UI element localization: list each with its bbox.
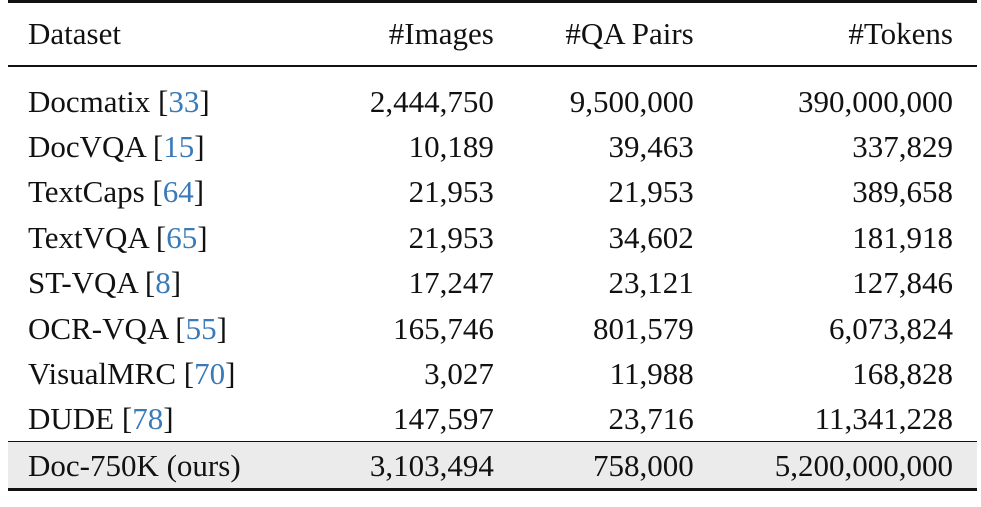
- images-cell: 21,953: [408, 219, 494, 255]
- citation-link[interactable]: 64: [162, 174, 194, 210]
- qa-pairs-cell: 9,500,000: [569, 83, 694, 119]
- images-cell: 10,189: [408, 129, 494, 165]
- table-row: ST-VQA [8] 17,247 23,121 127,846: [8, 260, 977, 305]
- images-cell: 165,746: [393, 310, 494, 346]
- qa-pairs-cell: 34,602: [608, 219, 694, 255]
- dataset-name: DocVQA: [28, 129, 146, 165]
- qa-pairs-cell: 23,716: [608, 401, 694, 437]
- header-tokens: #Tokens: [848, 16, 953, 52]
- citation-link[interactable]: 78: [132, 401, 164, 437]
- header-rule: [8, 65, 977, 79]
- images-cell: 3,027: [424, 356, 494, 392]
- dataset-name-cell: VisualMRC [70]: [28, 356, 236, 392]
- dataset-name-cell: DUDE [78]: [28, 401, 174, 437]
- table-row: DocVQA [15] 10,189 39,463 337,829: [8, 124, 977, 169]
- header-images: #Images: [388, 16, 494, 52]
- table-row: TextVQA [65] 21,953 34,602 181,918: [8, 215, 977, 260]
- citation-link[interactable]: 8: [155, 265, 171, 301]
- citation-link[interactable]: 33: [168, 83, 200, 119]
- header-qa-pairs: #QA Pairs: [565, 16, 694, 52]
- qa-pairs-cell: 11,988: [609, 356, 694, 392]
- citation-link[interactable]: 15: [163, 129, 195, 165]
- qa-pairs-cell: 21,953: [608, 174, 694, 210]
- tokens-cell: 11,341,228: [814, 401, 953, 437]
- dataset-comparison-table: Dataset #Images #QA Pairs #Tokens Docmat…: [8, 0, 977, 491]
- dataset-name-cell: ST-VQA [8]: [28, 265, 182, 301]
- citation-link[interactable]: 70: [194, 356, 226, 392]
- dataset-name-cell: Doc-750K (ours): [8, 441, 295, 490]
- table-row: OCR-VQA [55] 165,746 801,579 6,073,824: [8, 305, 977, 350]
- dataset-name-cell: DocVQA [15]: [28, 129, 205, 165]
- table-row: VisualMRC [70] 3,027 11,988 168,828: [8, 351, 977, 396]
- citation-link[interactable]: 65: [166, 219, 198, 255]
- images-cell: 21,953: [408, 174, 494, 210]
- table-row: TextCaps [64] 21,953 21,953 389,658: [8, 169, 977, 214]
- qa-pairs-cell: 39,463: [608, 129, 694, 165]
- dataset-name: Docmatix: [28, 83, 151, 119]
- qa-pairs-cell: 758,000: [493, 441, 694, 490]
- dataset-name: VisualMRC: [28, 356, 176, 392]
- dataset-name-cell: Docmatix [33]: [28, 83, 210, 119]
- header-dataset: Dataset: [28, 16, 121, 52]
- citation-link[interactable]: 55: [185, 310, 217, 346]
- table-row: DUDE [78] 147,597 23,716 11,341,228: [8, 396, 977, 441]
- images-cell: 147,597: [393, 401, 494, 437]
- dataset-name: TextCaps: [28, 174, 145, 210]
- dataset-name: TextVQA: [28, 219, 149, 255]
- tokens-cell: 389,658: [852, 174, 953, 210]
- dataset-comparison-table-wrapper: Dataset #Images #QA Pairs #Tokens Docmat…: [8, 0, 977, 491]
- images-cell: 2,444,750: [369, 83, 494, 119]
- table-row-ours: Doc-750K (ours) 3,103,494 758,000 5,200,…: [8, 441, 977, 490]
- qa-pairs-cell: 801,579: [592, 310, 694, 346]
- dataset-name-cell: TextCaps [64]: [28, 174, 205, 210]
- table-header: Dataset #Images #QA Pairs #Tokens: [8, 1, 977, 66]
- images-cell: 17,247: [408, 265, 494, 301]
- header-row: Dataset #Images #QA Pairs #Tokens: [8, 1, 977, 66]
- images-cell: 3,103,494: [294, 441, 494, 490]
- tokens-cell: 181,918: [852, 219, 953, 255]
- tokens-cell: 127,846: [852, 265, 953, 301]
- tokens-cell: 168,828: [852, 356, 953, 392]
- qa-pairs-cell: 23,121: [608, 265, 694, 301]
- dataset-name-cell: TextVQA [65]: [28, 219, 208, 255]
- tokens-cell: 390,000,000: [798, 83, 953, 119]
- dataset-name: ST-VQA: [28, 265, 138, 301]
- table-body: Docmatix [33] 2,444,750 9,500,000 390,00…: [8, 65, 977, 490]
- tokens-cell: 337,829: [852, 129, 953, 165]
- dataset-name: DUDE: [28, 401, 115, 437]
- tokens-cell: 5,200,000,000: [693, 441, 977, 490]
- tokens-cell: 6,073,824: [829, 310, 953, 346]
- dataset-name: OCR-VQA: [28, 310, 168, 346]
- table-row: Docmatix [33] 2,444,750 9,500,000 390,00…: [8, 79, 977, 124]
- dataset-name-cell: OCR-VQA [55]: [28, 310, 227, 346]
